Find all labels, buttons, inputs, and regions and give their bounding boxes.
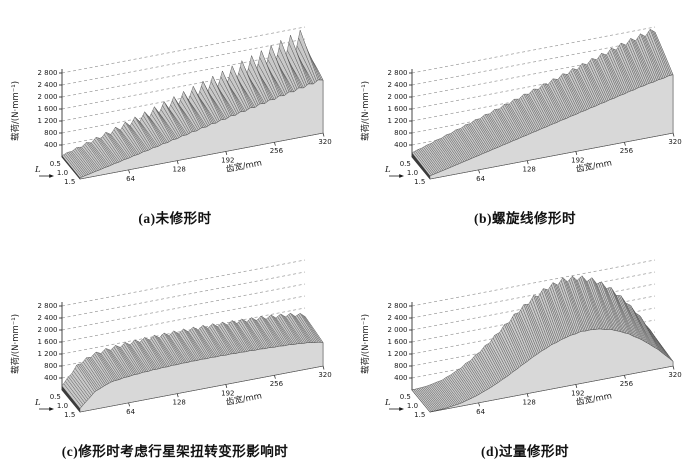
panel-d: (d)过量修形时 [350, 233, 700, 467]
panel-caption-b: (b)螺旋线修形时 [474, 211, 576, 226]
surface-plot-helix-modified [355, 8, 695, 204]
surface-plot-over-modified [355, 241, 695, 437]
panel-c: (c)修形时考虑行星架扭转变形影响时 [0, 233, 350, 467]
surface-plot-unmodified [5, 8, 345, 204]
panel-caption-a: (a)未修形时 [138, 211, 212, 226]
panel-caption-c: (c)修形时考虑行星架扭转变形影响时 [61, 444, 289, 459]
surface-plot-carrier-torsion-modified [5, 241, 345, 437]
panel-b: (b)螺旋线修形时 [350, 0, 700, 233]
panel-a: (a)未修形时 [0, 0, 350, 233]
panel-caption-d: (d)过量修形时 [481, 444, 569, 459]
